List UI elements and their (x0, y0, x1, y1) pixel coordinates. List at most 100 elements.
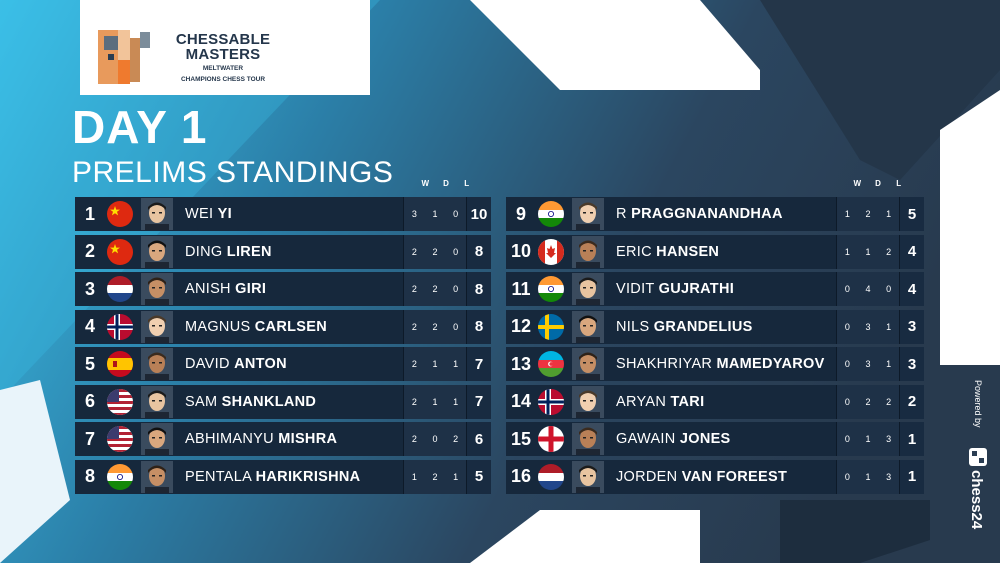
rank-number: 4 (84, 316, 95, 336)
wdl-cells: 2 0 2 (403, 422, 466, 456)
player-last-name: YI (217, 206, 232, 222)
loss-header: L (464, 179, 470, 188)
logo-sub-line2: CHAMPIONS CHESS TOUR (180, 76, 266, 83)
player-name: SHAKHRIYAR MAMEDYAROV (616, 356, 836, 372)
flag-netherlands-icon (538, 463, 564, 490)
standings-row: 11 VIDIT GUJRATHI 0 4 0 4 (506, 272, 924, 306)
wdl-cells: 1 1 2 (836, 234, 899, 269)
player-name: VIDIT GUJRATHI (616, 281, 836, 297)
flag-china-icon (107, 238, 133, 265)
wins-value: 1 (411, 471, 417, 482)
draws-value: 1 (432, 359, 438, 369)
standings-table-left: 1 WEI YI 3 1 0 10 2 DING LIREN 2 2 0 8 3 ANISH GIRI 2 2… (75, 197, 491, 497)
rank-number: 10 (510, 241, 532, 261)
player-first-name: NILS (616, 318, 654, 335)
points-value: 4 (899, 234, 924, 269)
rank-number: 3 (84, 278, 95, 299)
wins-value: 0 (844, 434, 850, 444)
wdl-cells: 0 1 3 (836, 459, 899, 494)
standings-row: 13 SHAKHRIYAR MAMEDYAROV 0 3 1 3 (506, 347, 924, 381)
player-first-name: WEI (185, 206, 218, 222)
player-photo (572, 273, 604, 305)
standings-row: 1 WEI YI 3 1 0 10 (75, 197, 491, 231)
losses-value: 0 (453, 321, 459, 332)
wdl-cells: 2 2 0 (403, 309, 466, 344)
standings-row: 2 DING LIREN 2 2 0 8 (75, 234, 491, 269)
player-photo (572, 310, 604, 343)
player-first-name: PENTALA (185, 468, 256, 485)
draws-value: 3 (865, 359, 871, 369)
losses-value: 2 (886, 396, 892, 407)
player-first-name: VIDIT (616, 281, 659, 297)
player-name: JORDEN VAN FOREEST (616, 469, 836, 485)
player-name: ABHIMANYU MISHRA (185, 431, 403, 447)
points-value: 4 (899, 272, 924, 306)
logo-sub-line1: MELTWATER (202, 65, 244, 72)
player-first-name: ABHIMANYU (185, 431, 279, 447)
draws-value: 1 (865, 471, 871, 482)
standings-row: 4 MAGNUS CARLSEN 2 2 0 8 (75, 309, 491, 344)
flag-china-icon (107, 201, 133, 227)
standings-row: 15 GAWAIN JONES 0 1 3 1 (506, 422, 924, 456)
player-name: DAVID ANTON (185, 356, 403, 372)
standings-row: 14 ARYAN TARI 0 2 2 2 (506, 384, 924, 419)
player-last-name: LIREN (226, 243, 272, 260)
flag-usa-icon (107, 388, 133, 415)
player-name: MAGNUS CARLSEN (185, 319, 403, 335)
rank-number: 1 (84, 203, 95, 224)
draws-value: 1 (432, 209, 438, 219)
chess24-logo-icon (969, 448, 987, 466)
losses-value: 0 (453, 209, 459, 219)
day-title: DAY 1 (72, 101, 208, 153)
losses-value: 1 (453, 359, 459, 369)
player-last-name: PRAGGNANANDHAA (631, 206, 783, 222)
draws-value: 1 (432, 396, 438, 407)
wins-value: 0 (844, 359, 850, 369)
player-last-name: TARI (670, 393, 705, 410)
wins-value: 2 (411, 246, 417, 257)
points-value: 2 (899, 384, 924, 419)
rank-number: 7 (84, 428, 95, 449)
standings-row: 12 NILS GRANDELIUS 0 3 1 3 (506, 309, 924, 344)
rank-number: 15 (510, 428, 532, 449)
losses-value: 0 (886, 284, 892, 294)
flag-india-icon (538, 276, 564, 302)
rank-number: 6 (84, 391, 95, 411)
wins-value: 0 (844, 284, 850, 294)
player-photo (141, 385, 173, 418)
win-header: W (853, 179, 862, 188)
flag-norway-icon (107, 313, 133, 340)
flag-spain-icon (107, 351, 133, 377)
player-photo (572, 235, 604, 268)
wdl-cells: 0 2 2 (836, 384, 899, 419)
wins-value: 1 (844, 209, 850, 219)
flag-india-icon (538, 201, 564, 227)
standings-row: 7 ABHIMANYU MISHRA 2 0 2 6 (75, 422, 491, 456)
wdl-cells: 2 1 1 (403, 384, 466, 419)
wins-value: 2 (411, 359, 417, 369)
draws-value: 2 (432, 246, 438, 257)
losses-value: 3 (886, 471, 892, 482)
player-photo (572, 348, 604, 380)
losses-value: 1 (453, 471, 459, 482)
points-value: 7 (466, 384, 491, 419)
rank-number: 11 (511, 278, 531, 299)
player-photo (572, 198, 604, 230)
player-last-name: GUJRATHI (658, 281, 735, 297)
player-name: ANISH GIRI (185, 281, 403, 297)
player-photo (572, 460, 604, 493)
flag-india-icon (107, 463, 133, 490)
player-name: R PRAGGNANANDHAA (616, 206, 836, 222)
wins-value: 2 (411, 321, 417, 332)
player-first-name: DING (185, 243, 227, 260)
player-photo (141, 460, 173, 493)
standings-row: 8 PENTALA HARIKRISHNA 1 2 1 5 (75, 459, 491, 494)
player-photo (141, 273, 173, 305)
win-header: W (421, 179, 430, 188)
wdl-cells: 2 2 0 (403, 234, 466, 269)
player-photo (141, 348, 173, 380)
loss-header: L (896, 179, 902, 188)
draws-value: 3 (865, 321, 871, 332)
player-last-name: JONES (679, 431, 731, 447)
